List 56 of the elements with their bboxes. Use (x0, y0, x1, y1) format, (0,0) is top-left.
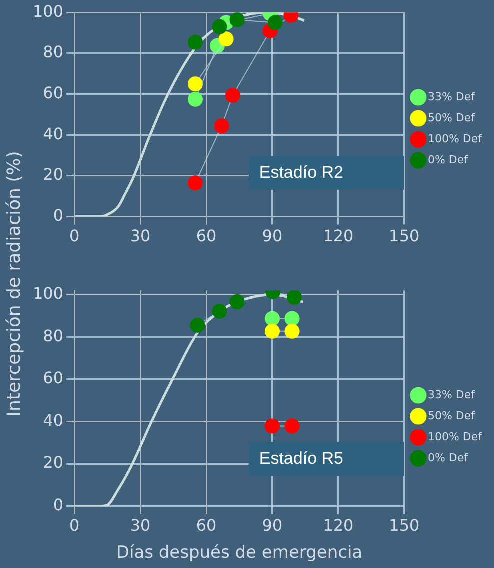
annotation: Estadío R2 (259, 162, 344, 184)
point (284, 311, 300, 326)
point (218, 32, 234, 47)
y-tick-label: 80 (43, 326, 64, 346)
y-tick-label: 100 (32, 2, 64, 21)
legend-label: 100% Def (428, 430, 484, 444)
x-tick-label: 30 (130, 226, 151, 246)
point (190, 318, 206, 334)
legend-label: 33% Def (428, 90, 476, 104)
x-tick-label: 60 (196, 226, 217, 246)
x-axis-title: Días después de emergencia (116, 543, 363, 564)
x-tick-label: 60 (196, 516, 217, 536)
x-tick-label: 90 (262, 516, 283, 536)
x-tick-label: 0 (69, 226, 80, 246)
point (188, 76, 204, 92)
y-tick-label: 40 (43, 410, 64, 430)
y-tick-label: 40 (43, 124, 64, 144)
point (230, 12, 245, 28)
x-tick-label: 150 (389, 226, 420, 246)
point (212, 19, 228, 34)
x-tick-label: 90 (262, 226, 283, 246)
legend-label: 50% Def (428, 111, 476, 124)
x-tick-label: 120 (323, 516, 354, 536)
point (188, 176, 204, 191)
y-tick-label: 60 (43, 368, 64, 388)
legend-label: 50% Def (428, 409, 476, 422)
point (212, 304, 228, 319)
point (264, 418, 280, 434)
x-tick-label: 0 (69, 516, 80, 536)
y-tick-label: 80 (43, 42, 64, 62)
y-tick-label: 0 (53, 496, 64, 515)
y-tick-label: 0 (53, 206, 64, 225)
point (225, 88, 240, 104)
point (284, 324, 300, 339)
y-tick-label: 20 (43, 453, 64, 472)
annotation: Estadío R5 (259, 448, 344, 470)
y-tick-label: 100 (32, 284, 64, 303)
y-tick-label: 20 (43, 165, 64, 184)
legend-label: 33% Def (428, 388, 476, 402)
point (214, 118, 230, 134)
x-tick-label: 150 (389, 516, 420, 536)
point (264, 311, 280, 326)
x-tick-label: 30 (130, 516, 151, 536)
legend-label: 100% Def (428, 132, 484, 146)
point (188, 92, 204, 107)
point (284, 418, 300, 434)
point (268, 15, 283, 30)
x-tick-label: 120 (323, 226, 354, 246)
legend-label: 0% Def (428, 153, 470, 166)
point (286, 290, 302, 305)
legend-label: 0% Def (428, 451, 470, 464)
point (230, 294, 245, 310)
point (264, 324, 280, 339)
y-axis-title: Intercepción de radiación (%) (4, 151, 25, 417)
y-tick-label: 60 (43, 83, 64, 102)
point (188, 34, 204, 50)
